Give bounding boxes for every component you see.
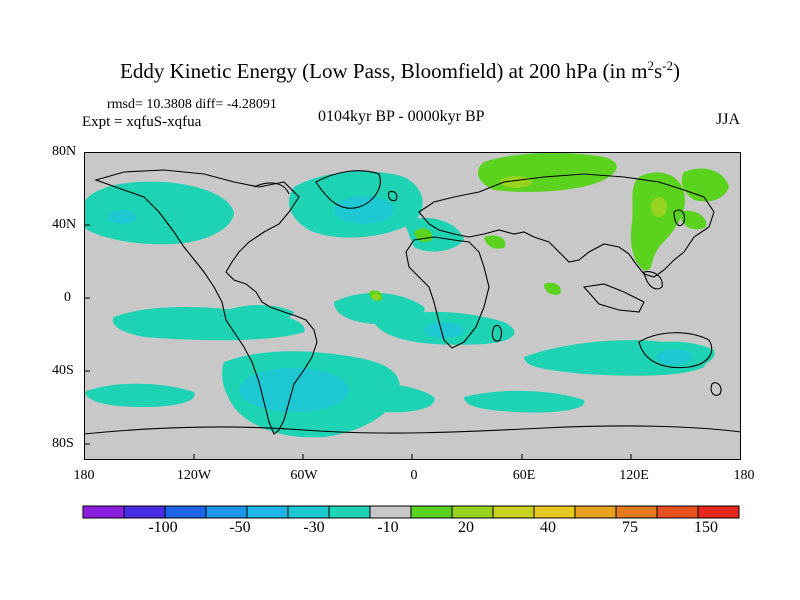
colorbar-label-minus50: -50: [229, 519, 251, 536]
colorbar-label-minus30: -30: [303, 519, 325, 536]
colorbar-box: [369, 505, 412, 519]
colorbar-box: [328, 505, 371, 519]
colorbar-label-40: 40: [540, 519, 556, 536]
colorbar-box: [123, 505, 166, 519]
colorbar-label-75: 75: [622, 519, 638, 536]
lat-tick-80n: 80N: [52, 144, 77, 159]
lon-tick-180w: 180: [73, 468, 95, 483]
map-tick-marks: [84, 152, 632, 460]
colorbar: [82, 505, 740, 519]
colorbar-box: [205, 505, 248, 519]
colorbar-box: [574, 505, 617, 519]
colorbar-label-minus100: -100: [148, 519, 178, 536]
colorbar-box: [410, 505, 453, 519]
lon-tick-0: 0: [410, 468, 418, 483]
eke-difference-map: [84, 152, 741, 460]
colorbar-box: [615, 505, 658, 519]
lat-tick-40s: 40S: [52, 363, 74, 378]
lat-tick-0: 0: [64, 290, 71, 305]
colorbar-box: [656, 505, 699, 519]
lon-tick-120w: 120W: [176, 468, 212, 483]
period-label: 0104kyr BP - 0000kyr BP: [318, 108, 485, 125]
colorbar-box: [287, 505, 330, 519]
plot-title: Eddy Kinetic Energy (Low Pass, Bloomfiel…: [120, 58, 680, 83]
lon-tick-120e: 120E: [619, 468, 649, 483]
colorbar-box: [492, 505, 535, 519]
lon-tick-180e: 180: [733, 468, 755, 483]
experiment-label: Expt = xqfuS-xqfua: [82, 114, 202, 130]
colorbar-box: [451, 505, 494, 519]
lat-tick-40n: 40N: [52, 217, 77, 232]
colorbar-box: [246, 505, 289, 519]
colorbar-label-minus10: -10: [377, 519, 399, 536]
rmsd-diff-stats: rmsd= 10.3808 diff= -4.28091: [107, 97, 277, 112]
coastlines: [84, 169, 741, 435]
strong-negative-anomaly-regions: [108, 196, 692, 412]
colorbar-box: [697, 505, 740, 519]
colorbar-label-150: 150: [694, 519, 718, 536]
colorbar-box: [533, 505, 576, 519]
lat-tick-80s: 80S: [52, 436, 74, 451]
colorbar-box: [164, 505, 207, 519]
lon-tick-60w: 60W: [290, 468, 318, 483]
colorbar-label-20: 20: [458, 519, 474, 536]
season-label: JJA: [716, 111, 741, 128]
colorbar-box: [82, 505, 125, 519]
lon-tick-60e: 60E: [512, 468, 536, 483]
